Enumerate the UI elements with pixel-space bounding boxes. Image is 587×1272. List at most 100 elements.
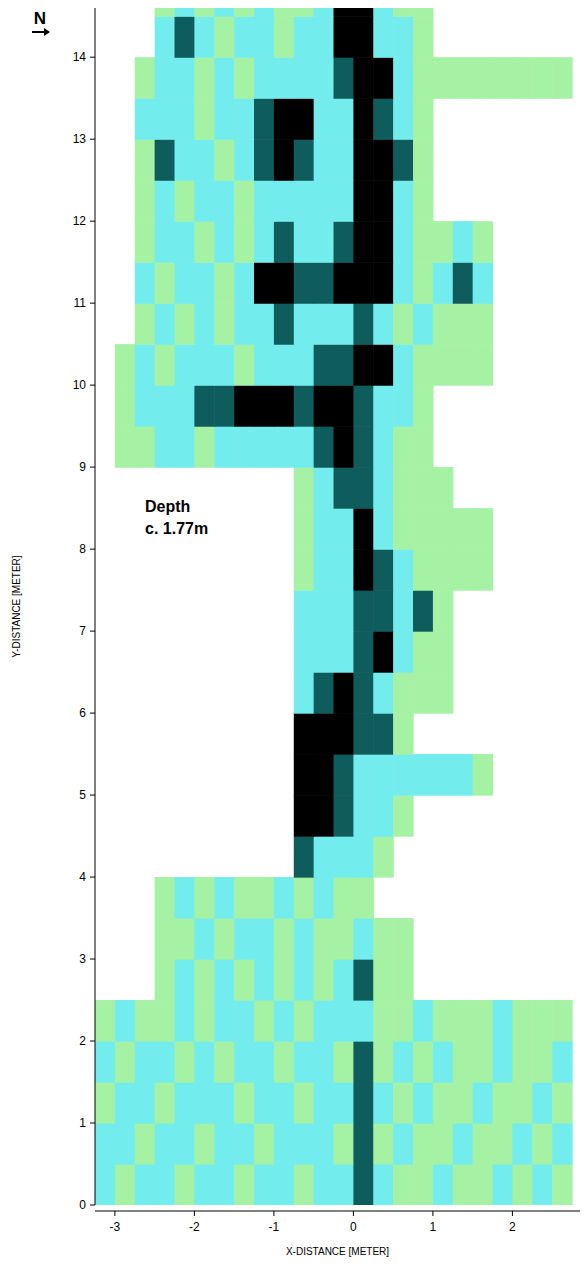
- cell: [175, 98, 195, 140]
- cell: [254, 959, 274, 1001]
- cell: [234, 303, 254, 345]
- cell: [393, 426, 413, 468]
- cell: [155, 139, 175, 181]
- cell: [314, 139, 334, 181]
- cell: [393, 303, 413, 345]
- cell: [274, 385, 294, 427]
- cell: [413, 1123, 433, 1165]
- cell: [473, 221, 493, 263]
- cell: [393, 1082, 413, 1124]
- y-tick-label: 11: [74, 296, 87, 310]
- cell: [274, 1041, 294, 1083]
- cell: [175, 959, 195, 1001]
- cell: [314, 549, 334, 591]
- cell: [473, 57, 493, 99]
- cell: [294, 16, 314, 58]
- cell: [314, 344, 334, 386]
- cell: [234, 385, 254, 427]
- cell: [334, 549, 354, 591]
- cell: [155, 385, 175, 427]
- cell: [274, 303, 294, 345]
- cell: [194, 1041, 214, 1083]
- cell: [294, 98, 314, 140]
- cell: [393, 8, 413, 17]
- cell: [194, 98, 214, 140]
- cell: [373, 713, 393, 755]
- cell: [453, 508, 473, 550]
- cell: [234, 57, 254, 99]
- cell: [194, 1164, 214, 1205]
- cell: [373, 836, 393, 878]
- cell: [155, 918, 175, 960]
- chart: 01234567891011121314-3-2-1012X-DISTANCE …: [0, 0, 587, 1272]
- cell: [254, 1123, 274, 1165]
- y-tick-label: 10: [73, 378, 87, 392]
- cell: [334, 262, 354, 304]
- y-tick-label: 4: [79, 870, 86, 884]
- compass-arrow: [32, 31, 46, 33]
- cell: [314, 98, 334, 140]
- cell: [214, 1123, 234, 1165]
- cell: [373, 303, 393, 345]
- cell: [254, 1000, 274, 1042]
- cell: [433, 672, 453, 714]
- cell: [314, 16, 334, 58]
- cell: [334, 590, 354, 632]
- cell: [135, 98, 155, 140]
- cell: [413, 631, 433, 673]
- cell: [155, 16, 175, 58]
- cell: [115, 344, 135, 386]
- cell: [334, 344, 354, 386]
- cell: [373, 549, 393, 591]
- cell: [314, 713, 334, 755]
- cell: [294, 221, 314, 263]
- cell: [274, 1000, 294, 1042]
- cell: [373, 57, 393, 99]
- cell: [532, 1041, 552, 1083]
- cell: [413, 57, 433, 99]
- cell: [135, 1041, 155, 1083]
- cell: [493, 1082, 513, 1124]
- cell: [254, 57, 274, 99]
- cell: [214, 1041, 234, 1083]
- cell: [413, 549, 433, 591]
- cell: [254, 98, 274, 140]
- cell: [373, 672, 393, 714]
- x-tick-label: -1: [269, 1220, 280, 1234]
- cell: [393, 590, 413, 632]
- cell: [194, 180, 214, 222]
- cell: [334, 385, 354, 427]
- y-tick-label: 2: [79, 1034, 86, 1048]
- cell: [234, 959, 254, 1001]
- cell: [234, 877, 254, 919]
- cell: [532, 1164, 552, 1205]
- cell: [373, 1164, 393, 1205]
- cell: [453, 221, 473, 263]
- cell: [334, 16, 354, 58]
- cell: [512, 1000, 532, 1042]
- cell: [353, 877, 373, 919]
- cell: [175, 1041, 195, 1083]
- cell: [175, 426, 195, 468]
- y-tick: [90, 385, 95, 386]
- cell: [314, 8, 334, 17]
- cell: [353, 836, 373, 878]
- cell: [194, 918, 214, 960]
- cell: [353, 1000, 373, 1042]
- cell: [353, 303, 373, 345]
- cell: [254, 1082, 274, 1124]
- cell: [373, 1041, 393, 1083]
- cell: [155, 303, 175, 345]
- cell: [433, 1123, 453, 1165]
- cell: [314, 508, 334, 550]
- cell: [155, 262, 175, 304]
- cell: [274, 180, 294, 222]
- cell: [155, 877, 175, 919]
- cell: [314, 385, 334, 427]
- cell: [334, 8, 354, 17]
- cell: [353, 57, 373, 99]
- cell: [294, 139, 314, 181]
- cell: [473, 344, 493, 386]
- cell: [473, 1164, 493, 1205]
- cell: [135, 1082, 155, 1124]
